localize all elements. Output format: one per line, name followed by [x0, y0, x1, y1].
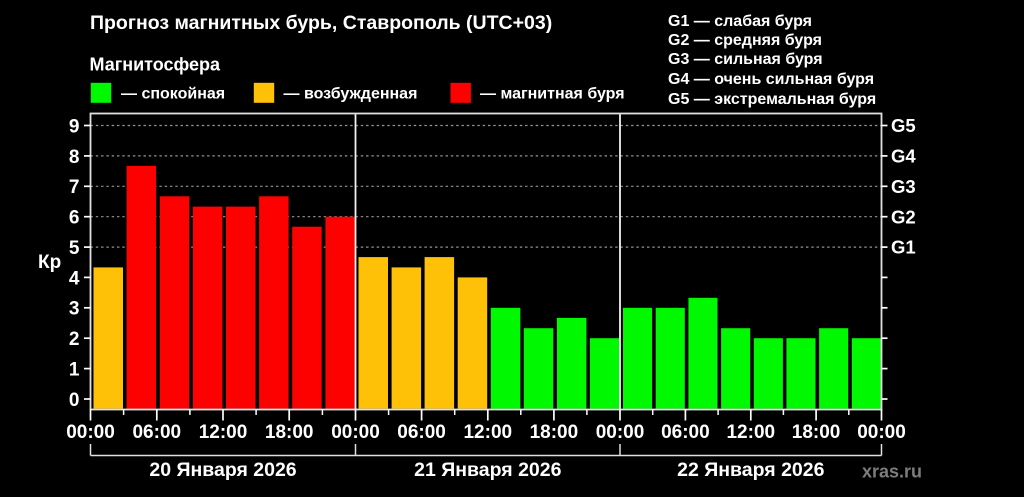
svg-text:18:00: 18:00 — [530, 422, 579, 443]
svg-text:Магнитосфера: Магнитосфера — [90, 55, 222, 75]
svg-text:G3 — сильная буря: G3 — сильная буря — [668, 51, 823, 68]
svg-text:12:00: 12:00 — [463, 422, 512, 443]
svg-text:06:00: 06:00 — [397, 422, 446, 443]
svg-text:Прогноз магнитных бурь, Ставро: Прогноз магнитных бурь, Ставрополь (UTC+… — [90, 12, 552, 34]
svg-text:4: 4 — [69, 268, 80, 289]
svg-text:18:00: 18:00 — [792, 422, 841, 443]
svg-text:8: 8 — [69, 147, 80, 168]
svg-text:5: 5 — [69, 238, 80, 259]
svg-text:6: 6 — [69, 208, 80, 229]
svg-text:— спокойная: — спокойная — [121, 85, 225, 102]
svg-text:3: 3 — [69, 299, 80, 320]
svg-text:xras.ru: xras.ru — [862, 462, 922, 482]
svg-text:21 Января 2026: 21 Января 2026 — [414, 459, 561, 481]
svg-text:G1: G1 — [891, 237, 916, 258]
svg-text:G2 — средняя буря: G2 — средняя буря — [668, 32, 822, 49]
svg-text:12:00: 12:00 — [199, 422, 248, 443]
svg-text:G5 — экстремальная буря: G5 — экстремальная буря — [668, 91, 876, 108]
svg-text:1: 1 — [69, 360, 80, 381]
svg-text:18:00: 18:00 — [265, 422, 314, 443]
svg-text:G3: G3 — [891, 176, 916, 197]
svg-text:20 Января 2026: 20 Января 2026 — [149, 459, 296, 481]
svg-text:Кр: Кр — [38, 252, 61, 273]
svg-text:7: 7 — [69, 177, 80, 198]
svg-text:00:00: 00:00 — [857, 422, 906, 443]
svg-text:00:00: 00:00 — [66, 422, 115, 443]
svg-text:00:00: 00:00 — [596, 422, 645, 443]
svg-text:— магнитная буря: — магнитная буря — [480, 85, 625, 102]
svg-text:12:00: 12:00 — [726, 422, 775, 443]
svg-text:06:00: 06:00 — [661, 422, 710, 443]
svg-text:G4: G4 — [891, 146, 916, 167]
svg-text:G4 — очень сильная буря: G4 — очень сильная буря — [668, 71, 874, 88]
svg-text:9: 9 — [69, 116, 80, 137]
svg-text:06:00: 06:00 — [132, 422, 181, 443]
svg-text:G5: G5 — [891, 115, 916, 136]
svg-text:G1 — слабая буря: G1 — слабая буря — [668, 13, 812, 30]
svg-text:G2: G2 — [891, 206, 916, 227]
svg-text:2: 2 — [69, 329, 80, 350]
svg-text:00:00: 00:00 — [331, 422, 380, 443]
svg-text:22 Января 2026: 22 Января 2026 — [677, 459, 824, 481]
svg-text:0: 0 — [69, 390, 80, 411]
svg-text:— возбужденная: — возбужденная — [284, 85, 418, 102]
